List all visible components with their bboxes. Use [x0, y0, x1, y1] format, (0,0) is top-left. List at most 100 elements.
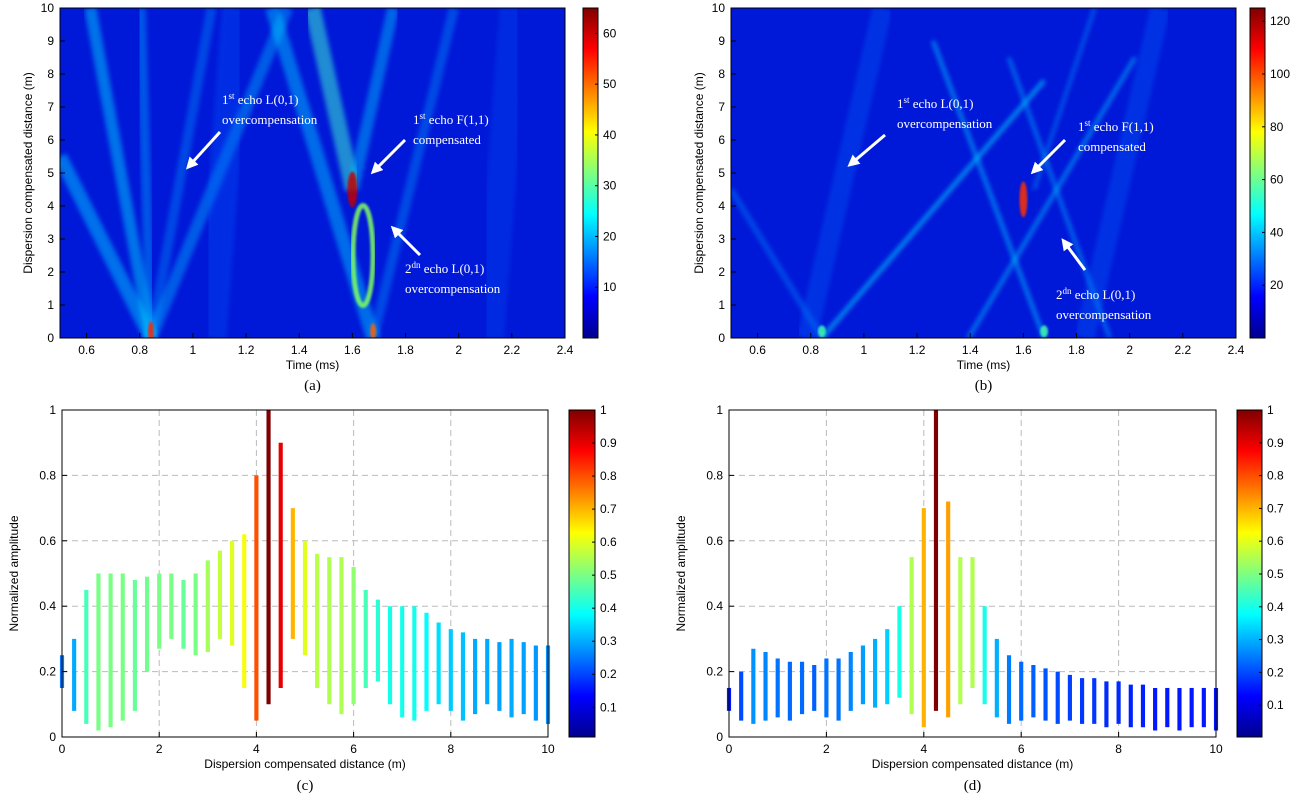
annotation-text: 2	[1056, 287, 1063, 302]
x-tick-label: 1	[190, 343, 197, 357]
heatmap-streak	[1074, 8, 1170, 338]
heatmap-hotspot	[147, 321, 154, 338]
y-tick-label: 7	[47, 100, 54, 114]
x-tick-label: 0.6	[749, 343, 766, 357]
x-axis-label: Time (ms)	[286, 358, 340, 372]
x-tick-label: 4	[920, 742, 927, 756]
colorbar-tick-label: 0.6	[1267, 534, 1284, 548]
colorbar-tick-label: 40	[1270, 225, 1284, 239]
colorbar-tick-label: 20	[603, 229, 617, 243]
colorbar-tick-label: 0.3	[1267, 633, 1284, 647]
annotation-text: echo F(1,1)	[1091, 119, 1154, 134]
x-tick-label: 1.4	[291, 343, 308, 357]
heatmap-streak	[797, 8, 893, 338]
annotation: 1st echo L(0,1)	[222, 91, 298, 107]
y-tick-label: 8	[718, 67, 725, 81]
colorbar-tick-label: 0.7	[600, 502, 617, 516]
x-tick-label: 2	[455, 343, 462, 357]
heatmap-streak	[135, 8, 156, 338]
colorbar-tick-label: 20	[1270, 278, 1284, 292]
y-tick-label: 4	[718, 199, 725, 213]
heatmap-streak	[304, 8, 361, 192]
y-tick-label: 0.4	[706, 599, 723, 613]
annotation-text: dn	[1063, 286, 1073, 296]
x-tick-label: 2	[156, 742, 163, 756]
x-tick-label: 10	[541, 742, 555, 756]
y-tick-label: 0	[718, 331, 725, 345]
y-tick-label: 9	[47, 34, 54, 48]
annotation-arrow	[185, 130, 222, 170]
heatmap-streak	[966, 56, 1137, 338]
y-tick-label: 3	[47, 232, 54, 246]
y-tick-label: 10	[712, 1, 726, 15]
x-tick-label: 2.4	[1228, 343, 1245, 357]
annotation-text: echo L(0,1)	[235, 92, 299, 107]
y-tick-label: 6	[718, 133, 725, 147]
x-tick-label: 8	[1115, 742, 1122, 756]
annotation-text: st	[229, 91, 236, 101]
y-tick-label: 0.8	[39, 468, 56, 482]
heatmap-streak	[474, 8, 530, 338]
y-tick-label: 0.2	[39, 665, 56, 679]
annotation-text: st	[904, 95, 911, 105]
y-axis-label: Dispersion compensated distance (m)	[21, 72, 35, 273]
annotation-arrow	[370, 138, 407, 175]
heatmap-streak	[84, 8, 157, 338]
y-tick-label: 0.6	[39, 534, 56, 548]
heatmap-hotspot	[347, 171, 358, 208]
colorbar-tick-label: 0.4	[1267, 600, 1284, 614]
y-tick-label: 0.2	[706, 665, 723, 679]
x-tick-label: 1.8	[1068, 343, 1085, 357]
heatmap-hotspot	[1040, 325, 1049, 338]
annotation: overcompensation	[222, 112, 318, 127]
colorbar-tick-label: 1	[600, 403, 607, 417]
y-tick-label: 8	[47, 67, 54, 81]
heatmap-streak	[820, 79, 1046, 338]
annotation: compensated	[413, 132, 481, 147]
annotation: overcompensation	[1056, 307, 1152, 322]
annotation: overcompensation	[405, 281, 501, 296]
annotation-arrow	[847, 133, 886, 167]
x-tick-label: 0.8	[131, 343, 148, 357]
y-axis-label: Dispersion compensated distance (m)	[692, 72, 706, 273]
caption: (d)	[964, 778, 982, 794]
annotation-arrow	[390, 225, 422, 257]
panel: 0 2 4 6 8 10 0 0.2 0.4 0.6 0.8 1 Dispersion compensa…	[674, 403, 1284, 794]
y-tick-label: 0	[49, 730, 56, 744]
y-tick-label: 0.8	[706, 468, 723, 482]
y-tick-label: 1	[716, 403, 723, 417]
x-tick-label: 1.6	[344, 343, 361, 357]
heatmap-streak	[931, 40, 1046, 338]
colorbar-tick-label: 80	[1270, 120, 1284, 134]
y-tick-label: 0	[47, 331, 54, 345]
heatmap-hotspot	[817, 325, 826, 338]
heatmap-streak	[368, 8, 459, 338]
caption: (b)	[975, 378, 993, 394]
colorbar	[568, 409, 596, 738]
annotation-text: echo F(1,1)	[426, 112, 489, 127]
annotation: compensated	[1078, 139, 1146, 154]
y-tick-label: 0.6	[706, 534, 723, 548]
annotation: 1st echo L(0,1)	[897, 95, 973, 111]
heatmap-hotspot	[350, 203, 376, 308]
annotation-text: st	[420, 111, 427, 121]
x-tick-label: 1.2	[238, 343, 255, 357]
x-tick-label: 8	[447, 742, 454, 756]
colorbar-tick-label: 50	[603, 77, 617, 91]
caption: (a)	[304, 378, 321, 394]
y-axis-label: Normalized amplitude	[7, 515, 21, 631]
colorbar	[582, 7, 599, 339]
heatmap-image	[60, 8, 565, 338]
colorbar-tick-label: 0.6	[600, 535, 617, 549]
y-tick-label: 3	[718, 232, 725, 246]
x-tick-label: 1	[861, 343, 868, 357]
colorbar-tick-label: 0.2	[600, 667, 617, 681]
x-tick-label: 2	[823, 742, 830, 756]
annotation: 2dn echo L(0,1)	[405, 260, 484, 276]
y-tick-label: 5	[47, 166, 54, 180]
annotation-text: 1	[1078, 119, 1085, 134]
colorbar-tick-label: 10	[603, 280, 617, 294]
panel: 1st echo L(0,1) overcompensation 1 st echo …	[692, 1, 1290, 394]
heatmap-hotspot	[1019, 181, 1028, 218]
